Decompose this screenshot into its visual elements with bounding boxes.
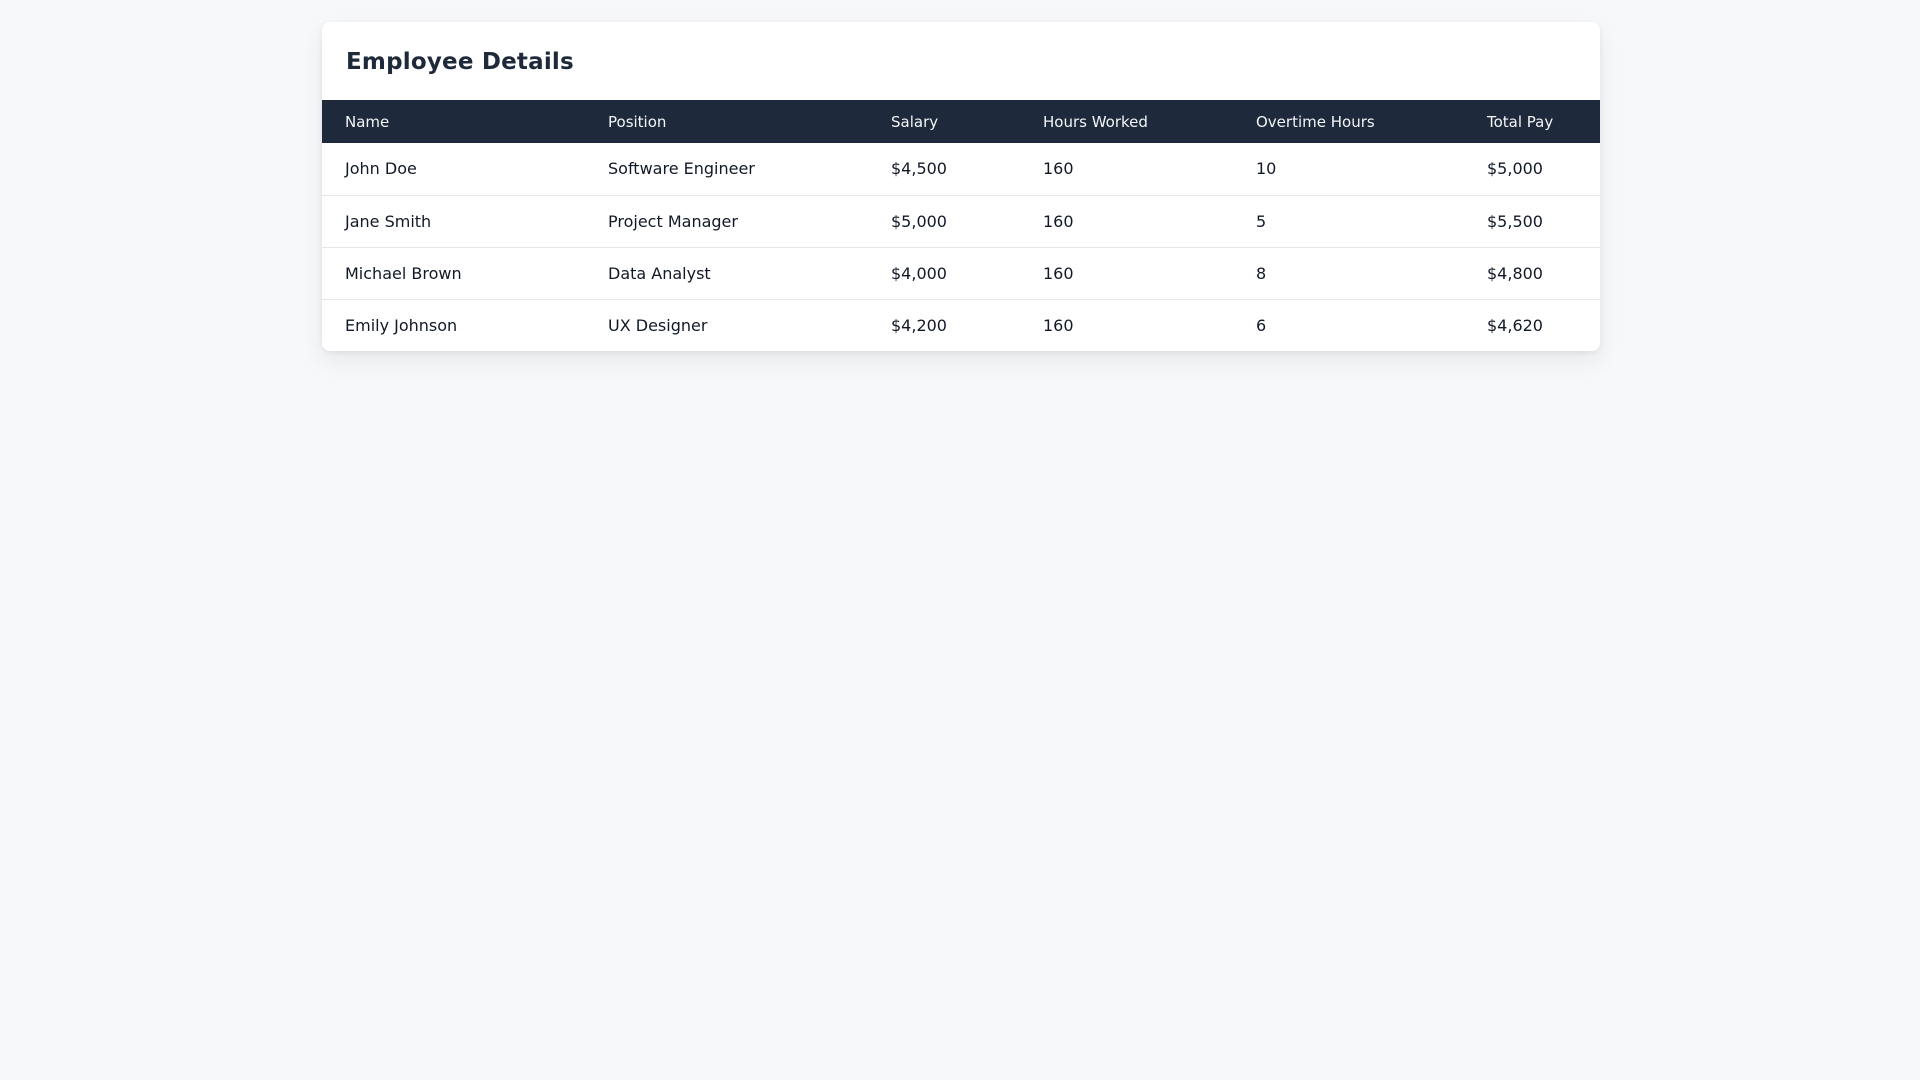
table-header-row: Name Position Salary Hours Worked Overti… [322, 100, 1600, 143]
table-body: John Doe Software Engineer $4,500 160 10… [322, 143, 1600, 351]
cell-hours-worked: 160 [1020, 194, 1233, 247]
table-header: Name Position Salary Hours Worked Overti… [322, 100, 1600, 143]
cell-position: UX Designer [585, 298, 868, 351]
cell-position: Software Engineer [585, 143, 868, 195]
cell-overtime-hours: 5 [1233, 194, 1464, 247]
cell-name: John Doe [322, 143, 585, 195]
cell-hours-worked: 160 [1020, 246, 1233, 299]
table-row: Jane Smith Project Manager $5,000 160 5 … [322, 194, 1600, 247]
cell-hours-worked: 160 [1020, 143, 1233, 195]
column-header-name: Name [322, 100, 585, 143]
employee-table: Name Position Salary Hours Worked Overti… [322, 100, 1600, 351]
column-header-position: Position [585, 100, 868, 143]
cell-salary: $4,500 [868, 143, 1020, 195]
table-row: Emily Johnson UX Designer $4,200 160 6 $… [322, 298, 1600, 351]
cell-position: Project Manager [585, 194, 868, 247]
cell-name: Jane Smith [322, 194, 585, 247]
cell-salary: $5,000 [868, 194, 1020, 247]
table-row: Michael Brown Data Analyst $4,000 160 8 … [322, 246, 1600, 299]
cell-overtime-hours: 6 [1233, 298, 1464, 351]
cell-overtime-hours: 10 [1233, 143, 1464, 195]
page-title: Employee Details [346, 49, 574, 75]
cell-total-pay: $4,800 [1464, 246, 1600, 299]
column-header-hours-worked: Hours Worked [1020, 100, 1233, 143]
cell-position: Data Analyst [585, 246, 868, 299]
cell-name: Emily Johnson [322, 298, 585, 351]
table-row: John Doe Software Engineer $4,500 160 10… [322, 143, 1600, 195]
cell-name: Michael Brown [322, 246, 585, 299]
cell-total-pay: $5,000 [1464, 143, 1600, 195]
cell-hours-worked: 160 [1020, 298, 1233, 351]
cell-salary: $4,000 [868, 246, 1020, 299]
column-header-salary: Salary [868, 100, 1020, 143]
cell-total-pay: $4,620 [1464, 298, 1600, 351]
cell-salary: $4,200 [868, 298, 1020, 351]
cell-overtime-hours: 8 [1233, 246, 1464, 299]
column-header-total-pay: Total Pay [1464, 100, 1600, 143]
column-header-overtime-hours: Overtime Hours [1233, 100, 1464, 143]
cell-total-pay: $5,500 [1464, 194, 1600, 247]
employee-details-card: Employee Details Name Position Salary Ho… [322, 22, 1600, 351]
